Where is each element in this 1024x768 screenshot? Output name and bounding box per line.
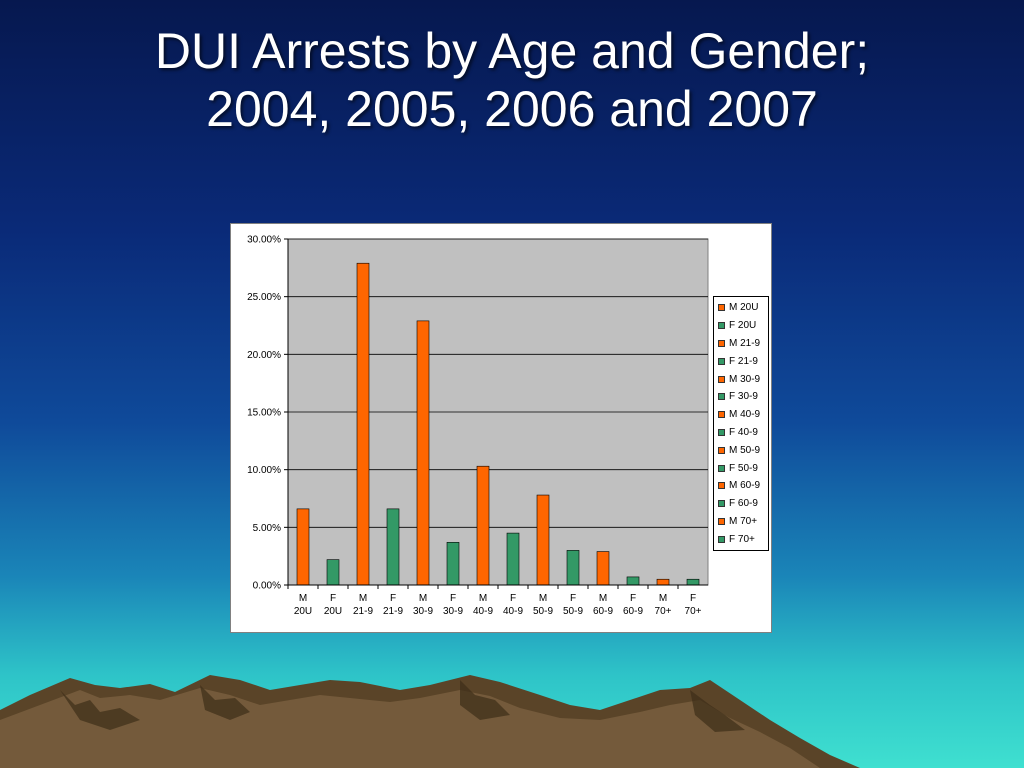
x-tick-label-age: 20U xyxy=(294,606,312,617)
x-tick-label-age: 21-9 xyxy=(383,606,403,617)
bar-f-20u xyxy=(326,559,340,586)
title-line-2: 2004, 2005, 2006 and 2007 xyxy=(206,81,818,137)
y-tick-label: 20.00% xyxy=(247,350,281,361)
y-tick-label: 5.00% xyxy=(253,523,281,534)
title-line-1: DUI Arrests by Age and Gender; xyxy=(154,23,870,79)
x-tick-label-gender: M xyxy=(419,593,427,604)
x-tick-label-age: 70+ xyxy=(685,606,702,617)
legend-item: M 60-9 xyxy=(714,477,768,495)
y-tick-label: 15.00% xyxy=(247,408,281,419)
bar-m-21-9 xyxy=(356,262,370,586)
legend-item: M 50-9 xyxy=(714,441,768,459)
legend-label: F 50-9 xyxy=(729,462,758,474)
legend-item: F 21-9 xyxy=(714,352,768,370)
legend-swatch xyxy=(718,482,725,490)
x-tick-label-age: 50-9 xyxy=(533,606,553,617)
x-tick-label-gender: F xyxy=(330,593,336,604)
x-tick-label-gender: M xyxy=(659,593,667,604)
legend-item: F 50-9 xyxy=(714,459,768,477)
legend-label: M 20U xyxy=(729,302,759,314)
bar-m-60-9 xyxy=(596,551,610,586)
x-tick-label-age: 40-9 xyxy=(503,606,523,617)
x-tick-label-gender: M xyxy=(479,593,487,604)
legend-item: M 21-9 xyxy=(714,335,768,353)
x-tick-label-age: 20U xyxy=(324,606,342,617)
chart-frame: 0.00% 5.00% 10.00% 15.00% 20.00% 25.00% 30.00%… xyxy=(230,223,772,633)
legend-swatch xyxy=(718,446,725,454)
legend-swatch xyxy=(718,517,725,525)
bar-m-20u xyxy=(296,508,310,586)
x-tick-label-age: 21-9 xyxy=(353,606,373,617)
legend-swatch xyxy=(718,500,725,508)
x-tick-label-age: 50-9 xyxy=(563,606,583,617)
bar-f-70- xyxy=(686,578,700,586)
legend-item: F 30-9 xyxy=(714,388,768,406)
legend-item: F 40-9 xyxy=(714,424,768,442)
legend-swatch xyxy=(718,535,725,543)
chart-legend: M 20U F 20U M 21-9 F 21-9 M 30-9 F 30-9 M 40-9… xyxy=(713,296,769,552)
legend-swatch xyxy=(718,464,725,472)
x-tick-label-age: 60-9 xyxy=(593,606,613,617)
legend-item: M 30-9 xyxy=(714,370,768,388)
legend-item: F 20U xyxy=(714,317,768,335)
bar-f-50-9 xyxy=(566,550,580,586)
bar-m-30-9 xyxy=(416,320,430,586)
legend-swatch xyxy=(718,411,725,419)
legend-label: F 60-9 xyxy=(729,498,758,510)
x-tick-label-age: 30-9 xyxy=(413,606,433,617)
legend-label: M 60-9 xyxy=(729,480,761,492)
legend-swatch xyxy=(718,322,725,330)
x-tick-label-age: 60-9 xyxy=(623,606,643,617)
x-tick-label-gender: F xyxy=(450,593,456,604)
bar-f-30-9 xyxy=(446,542,460,586)
x-tick-label-gender: F xyxy=(630,593,636,604)
legend-label: M 40-9 xyxy=(729,409,761,421)
legend-label: F 21-9 xyxy=(729,355,758,367)
legend-item: F 60-9 xyxy=(714,495,768,513)
legend-label: F 20U xyxy=(729,320,757,332)
bar-m-40-9 xyxy=(476,465,490,586)
legend-label: F 40-9 xyxy=(729,426,758,438)
bar-m-70- xyxy=(656,578,670,586)
legend-item: F 70+ xyxy=(714,530,768,548)
x-tick-label-age: 70+ xyxy=(655,606,672,617)
legend-label: F 30-9 xyxy=(729,391,758,403)
bar-f-60-9 xyxy=(626,576,640,586)
x-tick-label-age: 30-9 xyxy=(443,606,463,617)
bar-f-21-9 xyxy=(386,508,400,586)
bar-f-40-9 xyxy=(506,532,520,586)
legend-swatch xyxy=(718,428,725,436)
bar-m-50-9 xyxy=(536,494,550,586)
slide-title: DUI Arrests by Age and Gender; 2004, 200… xyxy=(0,22,1024,138)
legend-label: M 50-9 xyxy=(729,444,761,456)
plot-area: 0.00% 5.00% 10.00% 15.00% 20.00% 25.00% 30.00%… xyxy=(247,235,709,617)
legend-label: M 21-9 xyxy=(729,337,761,349)
legend-label: F 70+ xyxy=(729,533,755,545)
y-tick-label: 10.00% xyxy=(247,465,281,476)
x-tick-label-gender: F xyxy=(570,593,576,604)
x-tick-label-gender: F xyxy=(390,593,396,604)
x-tick-label-gender: M xyxy=(359,593,367,604)
legend-swatch xyxy=(718,375,725,383)
mountain-landscape xyxy=(0,675,860,768)
legend-label: M 30-9 xyxy=(729,373,761,385)
legend-item: M 40-9 xyxy=(714,406,768,424)
x-tick-label-gender: M xyxy=(299,593,307,604)
x-tick-label-gender: F xyxy=(690,593,696,604)
legend-swatch xyxy=(718,357,725,365)
legend-item: M 70+ xyxy=(714,513,768,531)
y-tick-label: 30.00% xyxy=(247,235,281,246)
legend-swatch xyxy=(718,304,725,312)
legend-swatch xyxy=(718,393,725,401)
x-tick-label-gender: F xyxy=(510,593,516,604)
x-tick-label-gender: M xyxy=(539,593,547,604)
x-tick-label-gender: M xyxy=(599,593,607,604)
y-tick-label: 0.00% xyxy=(253,581,281,592)
legend-label: M 70+ xyxy=(729,515,758,527)
legend-swatch xyxy=(718,339,725,347)
y-tick-label: 25.00% xyxy=(247,292,281,303)
bar-chart: 0.00% 5.00% 10.00% 15.00% 20.00% 25.00% 30.00%… xyxy=(247,235,709,617)
legend-item: M 20U xyxy=(714,299,768,317)
x-tick-label-age: 40-9 xyxy=(473,606,493,617)
